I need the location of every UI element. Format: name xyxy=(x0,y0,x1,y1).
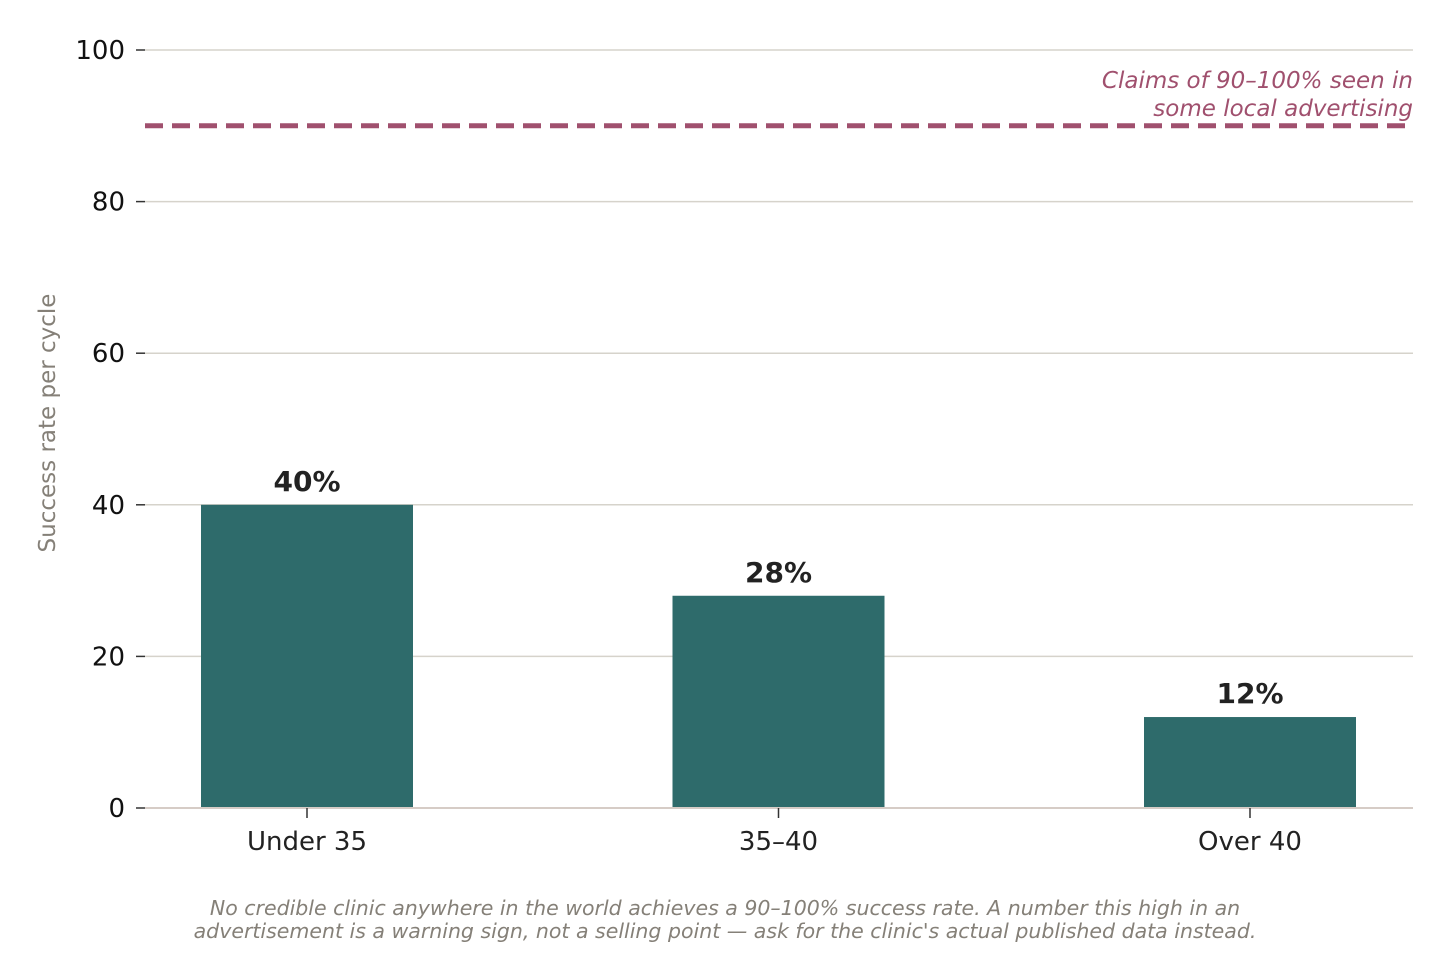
value-label-1: 28% xyxy=(745,556,812,589)
footnote-line-1: No credible clinic anywhere in the world… xyxy=(209,896,1241,920)
bar-2 xyxy=(1144,717,1356,808)
value-label-0: 40% xyxy=(273,465,340,498)
footnote: No credible clinic anywhere in the world… xyxy=(100,897,1350,943)
y-tick-label-40: 40 xyxy=(92,491,125,521)
reference-label-line-2: some local advertising xyxy=(1153,96,1413,122)
y-axis-ticks: 0 20 40 60 80 100 xyxy=(75,36,145,824)
reference-label-line-1: Claims of 90–100% seen in xyxy=(1102,68,1413,94)
x-tick-label-0: Under 35 xyxy=(247,827,367,857)
bar-0 xyxy=(201,504,413,808)
y-axis-label: Success rate per cycle xyxy=(35,294,61,553)
x-tick-label-2: Over 40 xyxy=(1198,827,1302,857)
bar-1 xyxy=(672,595,885,808)
bars: 40% 28% 12% xyxy=(201,465,1356,808)
footnote-line-2: advertisement is a warning sign, not a s… xyxy=(193,919,1257,943)
x-tick-label-1: 35–40 xyxy=(739,827,818,857)
y-tick-label-20: 20 xyxy=(92,642,125,672)
value-label-2: 12% xyxy=(1216,677,1283,710)
y-tick-label-80: 80 xyxy=(92,188,125,218)
x-axis-ticks: Under 35 35–40 Over 40 xyxy=(247,808,1302,857)
y-tick-label-60: 60 xyxy=(92,339,125,369)
y-tick-label-100: 100 xyxy=(75,36,125,66)
y-tick-label-0: 0 xyxy=(108,794,125,824)
